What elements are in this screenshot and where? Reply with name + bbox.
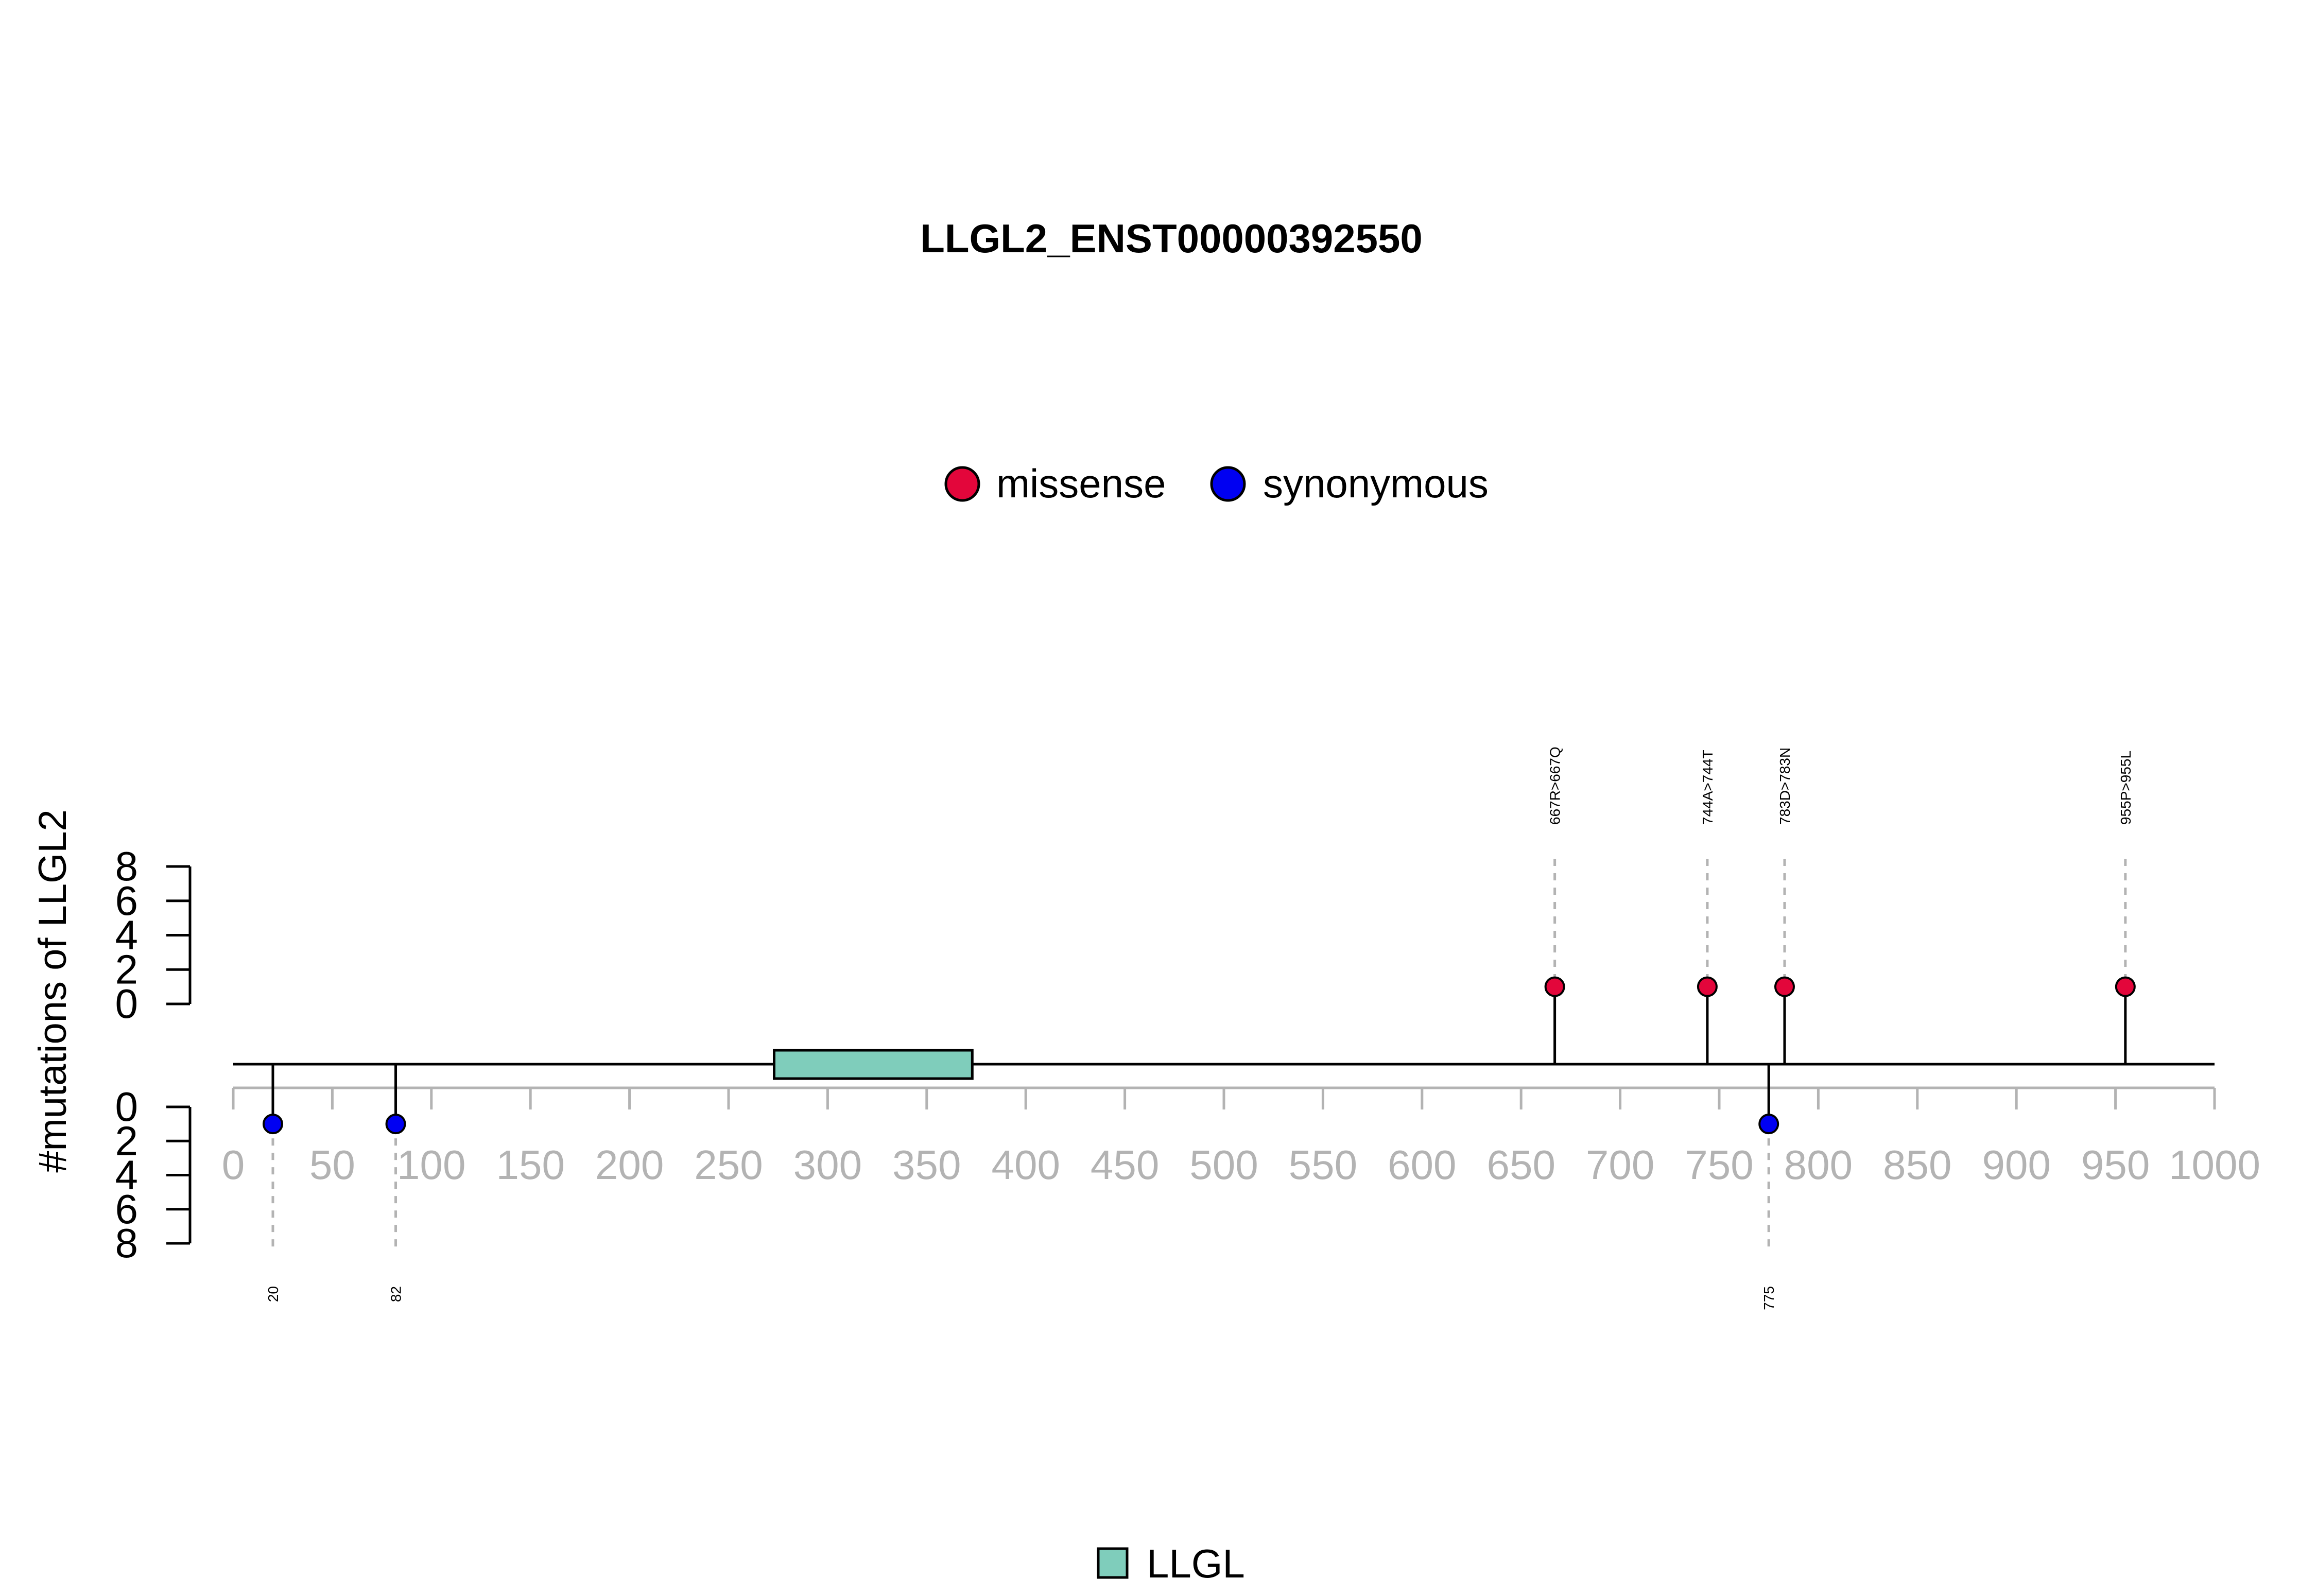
x-tick-label: 1000 <box>2169 1142 2260 1188</box>
x-tick-label: 650 <box>1486 1142 1555 1188</box>
domains <box>773 1049 974 1080</box>
mutation-point-missense <box>2115 976 2136 997</box>
mutation-point-synonymous <box>385 1114 406 1135</box>
legend-label-synonymous: synonymous <box>1263 461 1489 506</box>
mutation-type-legend: missense synonymous <box>944 461 1489 506</box>
x-tick-label: 300 <box>793 1142 862 1188</box>
y-tick-label-top: 0 <box>115 981 139 1027</box>
y-tick-label-top: 2 <box>115 946 139 992</box>
y-tick-label-bottom: 6 <box>115 1186 139 1232</box>
y-tick-label-bottom: 4 <box>115 1152 139 1198</box>
domain-legend-label: LLGL <box>1147 1541 1245 1586</box>
mutation-point-synonymous <box>1758 1114 1779 1135</box>
x-tick-label: 150 <box>496 1142 564 1188</box>
mutation-label-top: 744A>744T <box>1700 750 1716 825</box>
x-tick-label: 550 <box>1289 1142 1357 1188</box>
x-tick-label: 200 <box>595 1142 664 1188</box>
y-axis-label: #mutations of LLGL2 <box>31 809 75 1173</box>
mutations-top: 667R>667Q 744A>744T 783D>783N 955P>955L <box>1544 747 2136 1064</box>
mutation-point-missense <box>1697 976 1718 997</box>
domain-legend: LLGL <box>1097 1541 1245 1586</box>
mutation-label-top: 955P>955L <box>2118 751 2134 825</box>
domain-llgl <box>773 1049 974 1080</box>
mutation-label-top: 783D>783N <box>1777 748 1793 825</box>
mutation-label-top: 667R>667Q <box>1547 747 1563 825</box>
x-tick-label: 800 <box>1784 1142 1853 1188</box>
y-tick-label-bottom: 8 <box>115 1220 139 1266</box>
x-tick-label: 100 <box>397 1142 465 1188</box>
legend-marker-synonymous <box>1210 466 1246 502</box>
mutation-label-bottom: 775 <box>1761 1286 1777 1310</box>
x-tick-label: 600 <box>1388 1142 1456 1188</box>
mutation-point-missense <box>1544 976 1565 997</box>
mutations-bottom: 20 82 775 <box>262 1064 1779 1310</box>
x-tick-label: 450 <box>1091 1142 1159 1188</box>
x-tick-label: 750 <box>1685 1142 1753 1188</box>
y-tick-label-top: 6 <box>115 878 139 924</box>
y-tick-label-bottom: 2 <box>115 1118 139 1164</box>
mutation-point-synonymous <box>262 1114 283 1135</box>
mutation-point-missense <box>1774 976 1795 997</box>
x-tick-label: 950 <box>2081 1142 2150 1188</box>
mutation-label-bottom: 20 <box>265 1286 281 1302</box>
legend-marker-missense <box>944 466 980 502</box>
domain-legend-swatch <box>1097 1547 1129 1579</box>
x-tick-label: 50 <box>309 1142 355 1188</box>
x-tick-label: 500 <box>1189 1142 1258 1188</box>
x-tick-label: 400 <box>991 1142 1060 1188</box>
chart-title: LLGL2_ENST00000392550 <box>920 216 1423 261</box>
y-tick-label-top: 8 <box>115 843 139 889</box>
legend-label-missense: missense <box>996 461 1166 506</box>
y-tick-label-top: 4 <box>115 912 139 958</box>
x-tick-label: 250 <box>694 1142 763 1188</box>
y-tick-label-bottom: 0 <box>115 1084 139 1130</box>
x-tick-label: 850 <box>1883 1142 1951 1188</box>
x-axis: 0 50 100 150 200 250 300 350 400 450 500 550 600 650 7… <box>222 1086 2260 1188</box>
x-tick-label: 350 <box>892 1142 961 1188</box>
x-tick-label: 900 <box>1982 1142 2050 1188</box>
x-tick-label: 0 <box>222 1142 245 1188</box>
mutation-label-bottom: 82 <box>388 1286 404 1302</box>
x-tick-label: 700 <box>1586 1142 1654 1188</box>
